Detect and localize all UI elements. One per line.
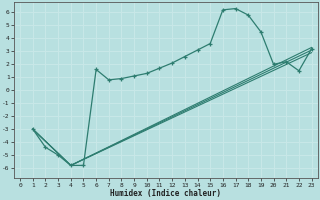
- X-axis label: Humidex (Indice chaleur): Humidex (Indice chaleur): [110, 189, 221, 198]
